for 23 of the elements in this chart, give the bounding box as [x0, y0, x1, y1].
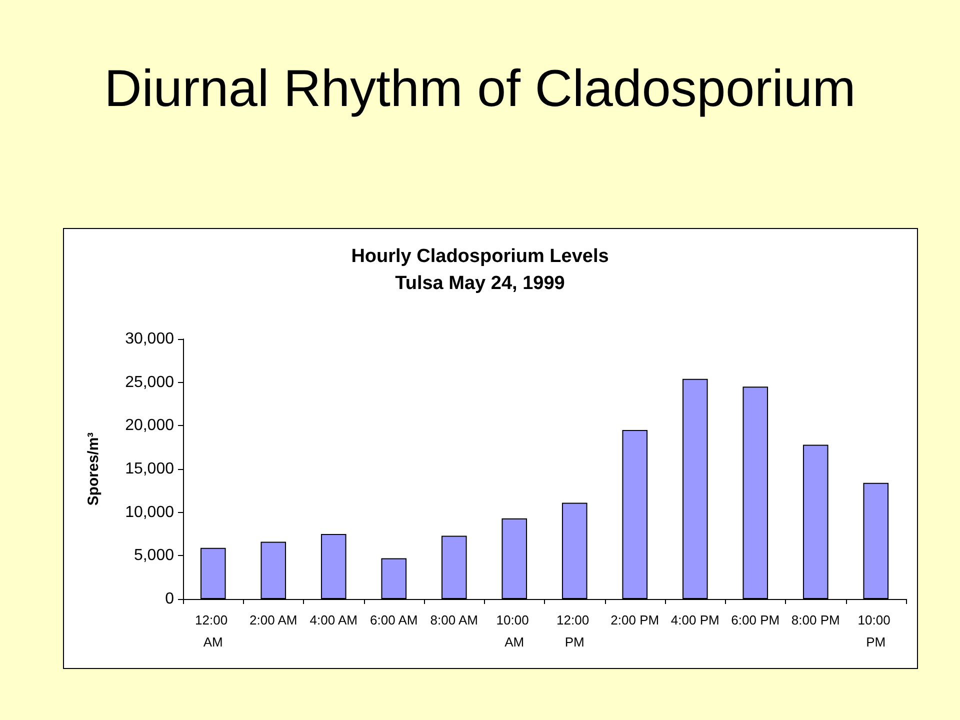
y-tick-label: 30,000 — [125, 330, 174, 348]
y-tick-label: 5,000 — [134, 547, 174, 564]
x-tick-label: 2:00 PM — [610, 612, 660, 628]
chart-subtitle: Hourly Cladosporium Levels — [351, 246, 609, 267]
x-tick-label: 12:00 AM — [195, 612, 232, 650]
x-tick-label: 8:00 PM — [791, 612, 840, 628]
y-tick-label: 15,000 — [125, 460, 174, 478]
chart-title: Diurnal Rhythm of Cladosporium — [104, 60, 856, 118]
text: Tulsa May 24, 1999 — [395, 273, 565, 294]
y-tick-label: 25,000 — [125, 374, 174, 391]
x-tick-label: 8:00 AM — [430, 612, 478, 628]
x-tick-label: 4:00 PM — [670, 612, 720, 628]
x-tick-label: 12:00 PM — [556, 612, 593, 650]
x-tick-label: 2:00 AM — [250, 612, 298, 628]
x-tick-label: 4:00 AM — [310, 612, 358, 628]
y-tick-label: 20,000 — [125, 417, 174, 434]
y-tick-label: 0 — [165, 590, 174, 608]
x-tick-label: 10:00 AM — [496, 612, 532, 650]
x-tick-label: 6:00 AM — [370, 612, 418, 628]
x-tick-label: 6:00 PM — [731, 612, 780, 628]
y-axis-title: Spores/m³ — [85, 432, 102, 506]
x-tick-label: 10:00 PM — [858, 612, 894, 650]
y-tick-label: 10,000 — [125, 504, 174, 521]
